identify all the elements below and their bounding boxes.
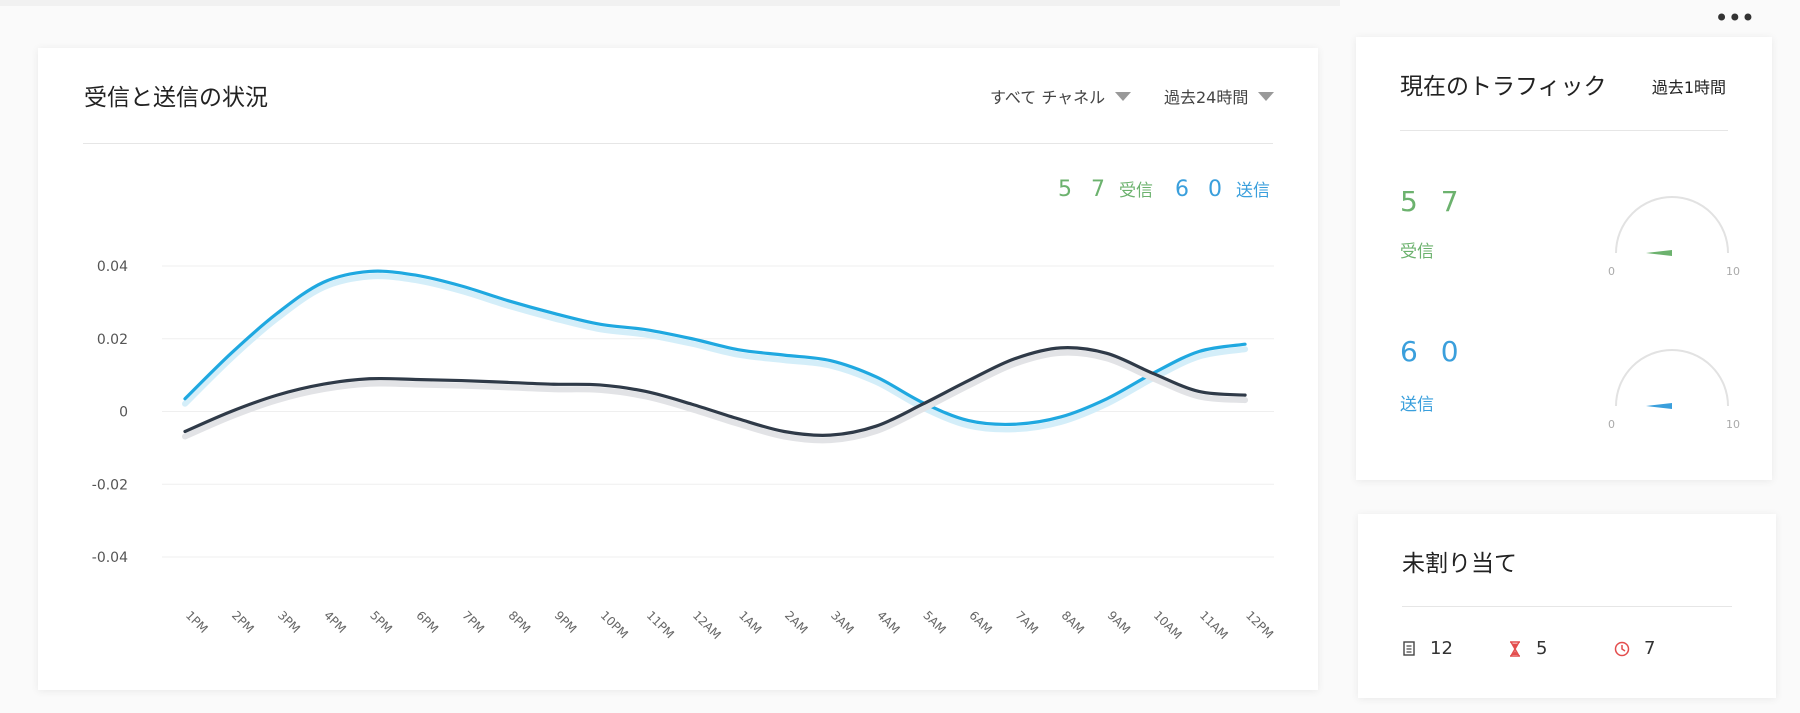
series-shadow-line (182, 273, 1249, 433)
x-tick-label: 5AM (920, 608, 948, 636)
x-tick-label: 6AM (966, 608, 994, 636)
gauge-min-label: 0 (1608, 265, 1615, 278)
time-filter-dropdown[interactable]: 過去24時間 (1164, 84, 1275, 108)
current-traffic-card: 現在のトラフィック 過去1時間 5 7 受信 0 10 6 0 送信 0 10 (1356, 37, 1772, 480)
channel-filter-dropdown[interactable]: すべて チャネル (990, 84, 1132, 108)
x-tick-label: 6PM (413, 608, 441, 636)
traffic-period: 過去1時間 (1651, 78, 1726, 97)
received-count: 5 7 (1400, 185, 1466, 218)
top-bar (0, 0, 1340, 6)
x-tick-label: 12AM (690, 608, 724, 642)
documents-count: 12 (1430, 638, 1453, 659)
hourglass-icon (1510, 640, 1520, 657)
x-tick-label: 11AM (1197, 608, 1231, 642)
x-tick-label: 7AM (1012, 608, 1040, 636)
x-tick-label: 3AM (828, 608, 856, 636)
gauge-arc (1615, 349, 1729, 407)
gauge-max-label: 10 (1726, 418, 1740, 431)
chart-card-title: 受信と送信の状況 (84, 85, 268, 111)
x-tick-label: 8AM (1059, 608, 1087, 636)
x-tick-label: 10AM (1151, 608, 1185, 642)
unassigned-card-divider (1402, 606, 1732, 607)
sent-count: 6 0 (1400, 335, 1466, 368)
gauge-needle (1646, 403, 1672, 409)
series-shadow-line (182, 349, 1249, 444)
chart-card-divider (83, 143, 1273, 144)
y-tick-label: -0.04 (92, 550, 128, 566)
sent-count: 6 0 (1175, 177, 1228, 202)
pending-count: 5 (1536, 638, 1548, 659)
series-line (183, 269, 1247, 427)
chevron-down-icon (1258, 91, 1275, 101)
traffic-card-title: 現在のトラフィック (1400, 74, 1607, 100)
received-count: 5 7 (1058, 177, 1111, 202)
x-tick-label: 5PM (367, 608, 395, 636)
unassigned-documents[interactable]: 12 (1402, 638, 1453, 659)
x-tick-label: 8PM (506, 608, 534, 636)
received-label: 受信 (1119, 181, 1153, 201)
unassigned-card: 未割り当て 12 5 7 (1358, 514, 1776, 698)
y-tick-label: 0 (119, 405, 128, 421)
x-tick-label: 4PM (321, 608, 349, 636)
traffic-chart-card: 受信と送信の状況 すべて チャネル 過去24時間 5 7 受信 6 0 送信 0… (38, 48, 1318, 690)
chart-counts: 5 7 受信 6 0 送信 (1058, 176, 1270, 202)
x-tick-label: 3PM (275, 608, 303, 636)
unassigned-pending[interactable]: 5 (1508, 638, 1547, 659)
x-tick-label: 9PM (552, 608, 580, 636)
received-gauge: 0 10 (1608, 196, 1740, 278)
gauge-arc (1615, 196, 1729, 254)
x-tick-label: 7PM (459, 608, 487, 636)
document-icon (1403, 640, 1415, 656)
gauge-min-label: 0 (1608, 418, 1615, 431)
x-tick-label: 1AM (736, 608, 764, 636)
y-tick-label: 0.04 (97, 259, 128, 275)
x-tick-label: 12PM (1243, 608, 1276, 641)
line-chart: 0.04 0.02 0 -0.02 -0.04 1PM 2PM 3PM 4PM 5PM 6PM 7PM… (92, 259, 1276, 642)
more-options-icon[interactable]: ••• (1714, 4, 1755, 32)
x-tick-label: 4AM (874, 608, 902, 636)
x-tick-label: 2AM (782, 608, 810, 636)
x-tick-label: 11PM (644, 608, 677, 641)
overdue-count: 7 (1644, 638, 1656, 659)
y-tick-label: 0.02 (97, 332, 128, 348)
sent-label: 送信 (1400, 395, 1434, 415)
traffic-card-divider (1400, 130, 1728, 131)
unassigned-card-title: 未割り当て (1402, 551, 1517, 577)
chevron-down-icon (1115, 91, 1132, 101)
sent-label: 送信 (1236, 181, 1270, 201)
x-tick-label: 1PM (183, 608, 211, 636)
channel-filter-label: すべて チャネル (990, 88, 1106, 107)
series-line (183, 346, 1247, 437)
sent-gauge: 0 10 (1608, 349, 1740, 431)
received-label: 受信 (1400, 242, 1434, 262)
x-tick-label: 2PM (229, 608, 257, 636)
gauge-max-label: 10 (1726, 265, 1740, 278)
x-tick-label: 10PM (598, 608, 631, 641)
unassigned-overdue[interactable]: 7 (1614, 638, 1655, 659)
y-tick-label: -0.02 (92, 477, 128, 493)
time-filter-label: 過去24時間 (1164, 88, 1249, 107)
clock-icon (1614, 641, 1630, 656)
gauge-needle (1646, 250, 1672, 256)
x-tick-label: 9AM (1105, 608, 1133, 636)
